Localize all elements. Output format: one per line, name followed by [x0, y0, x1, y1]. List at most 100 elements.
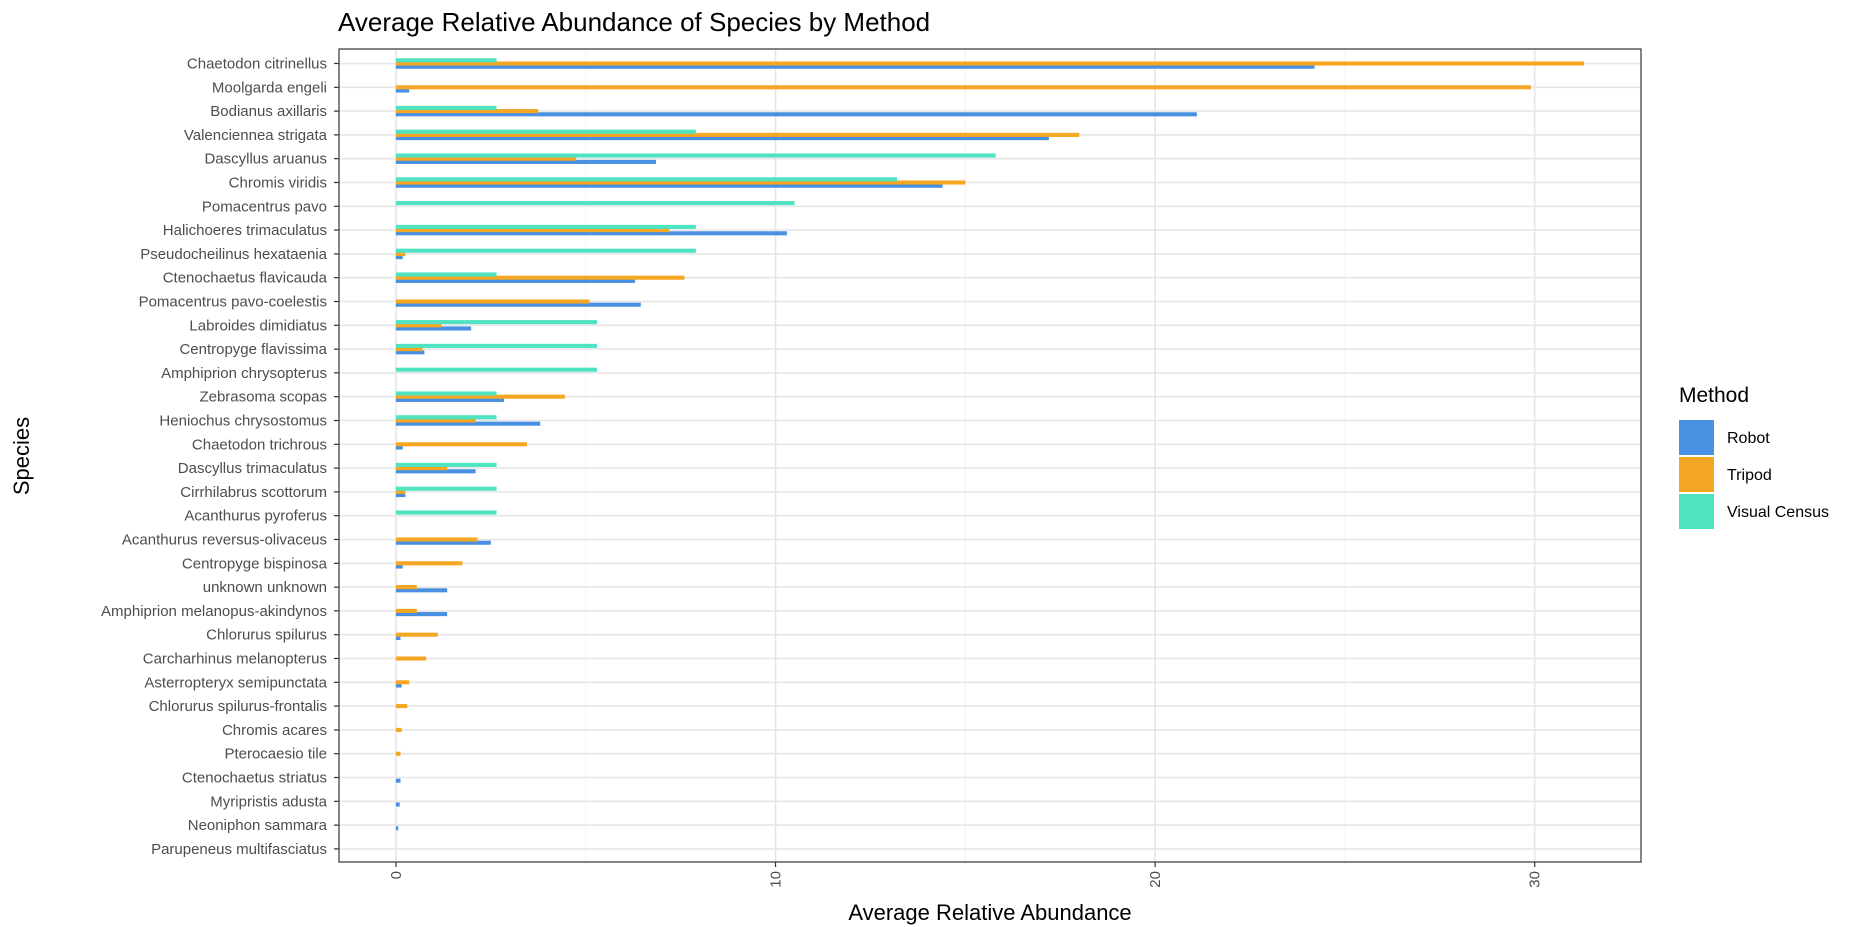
bar-robot: [395, 588, 448, 593]
y-tick-label: Cirrhilabrus scottorum: [180, 484, 327, 501]
y-axis-title: Species: [9, 417, 34, 495]
bar-robot: [395, 255, 403, 260]
legend-label: Tripod: [1727, 467, 1772, 484]
panel-border: [338, 48, 1642, 863]
bar-robot: [395, 683, 402, 688]
y-tick-label: Valenciennea strigata: [184, 127, 328, 144]
bar-tripod: [395, 156, 577, 161]
bar-tripod: [395, 466, 448, 471]
y-tick-label: Pseudocheilinus hexataenia: [140, 246, 327, 263]
bar-tripod: [395, 394, 565, 399]
y-tick-label: Ctenochaetus striatus: [182, 770, 327, 787]
bar-visual-census: [395, 129, 696, 134]
y-tick-label: Chromis viridis: [229, 175, 327, 192]
panel-background: [339, 49, 1641, 862]
bar-tripod: [395, 608, 417, 613]
bar-robot: [395, 540, 491, 545]
y-tick-label: Carcharhinus melanopterus: [143, 651, 327, 668]
y-tick-label: Pomacentrus pavo-coelestis: [139, 294, 327, 311]
bar-visual-census: [395, 367, 598, 372]
bar-robot: [395, 826, 399, 831]
y-tick-label: unknown unknown: [203, 579, 327, 596]
bar-tripod: [395, 109, 539, 114]
y-tick-label: Chlorurus spilurus-frontalis: [149, 698, 327, 715]
bar-robot: [395, 350, 425, 355]
bar-visual-census: [395, 391, 497, 396]
bar-tripod: [395, 561, 463, 566]
bar-tripod: [395, 347, 423, 352]
bar-tripod: [395, 251, 406, 256]
x-tick-label: 0: [388, 871, 405, 879]
bar-visual-census: [395, 343, 598, 348]
bar-tripod: [395, 299, 590, 304]
bar-robot: [395, 397, 505, 402]
bar-tripod: [395, 85, 1531, 90]
y-tick-label: Pterocaesio tile: [224, 746, 327, 763]
bar-robot: [395, 778, 401, 783]
bar-robot: [395, 136, 1049, 141]
bar-robot: [395, 612, 448, 617]
y-tick-label: Asterropteryx semipunctata: [144, 674, 327, 691]
bar-tripod: [395, 632, 438, 637]
y-tick-label: Amphiprion melanopus-akindynos: [101, 603, 327, 620]
bar-tripod: [395, 61, 1585, 66]
x-tick-label: 20: [1147, 871, 1164, 888]
bar-robot: [395, 159, 656, 164]
legend: Method Robot Tripod Visual Census: [1679, 384, 1829, 529]
bar-tripod: [395, 275, 685, 280]
bar-tripod: [395, 489, 406, 494]
plot-panel: [339, 49, 1641, 862]
bar-visual-census: [395, 510, 497, 515]
legend-swatch: [1679, 494, 1714, 529]
legend-label: Visual Census: [1727, 504, 1829, 521]
y-tick-label: Chaetodon citrinellus: [187, 56, 327, 73]
legend-label: Robot: [1727, 430, 1770, 447]
bar-tripod: [395, 537, 478, 542]
bar-robot: [395, 183, 943, 188]
y-tick-label: Acanthurus pyroferus: [184, 508, 327, 525]
bar-visual-census: [395, 177, 897, 182]
bar-robot: [395, 231, 787, 236]
y-tick-label: Centropyge bispinosa: [182, 555, 328, 572]
bar-visual-census: [395, 224, 696, 229]
bar-robot: [395, 112, 1197, 117]
bar-robot: [395, 564, 403, 569]
bar-tripod: [395, 132, 1080, 137]
y-tick-label: Pomacentrus pavo: [202, 198, 327, 215]
bar-visual-census: [395, 486, 497, 491]
y-tick-label: Myripristis adusta: [210, 793, 327, 810]
y-tick-label: Centropyge flavissima: [179, 341, 327, 358]
y-tick-label: Chromis acares: [222, 722, 327, 739]
x-tick-label: 30: [1527, 871, 1544, 888]
bar-tripod: [395, 704, 408, 709]
bar-visual-census: [395, 272, 497, 277]
y-tick-label: Dascyllus trimaculatus: [178, 460, 327, 477]
x-axis-title: Average Relative Abundance: [848, 900, 1131, 925]
bar-tripod: [395, 656, 427, 661]
bar-tripod: [395, 585, 417, 590]
bar-robot: [395, 493, 406, 498]
bar-visual-census: [395, 58, 497, 63]
y-tick-label: Bodianus axillaris: [210, 103, 327, 120]
bar-tripod: [395, 680, 410, 685]
bar-tripod: [395, 727, 402, 732]
bar-robot: [395, 802, 400, 807]
bar-visual-census: [395, 415, 497, 420]
x-tick-label: 10: [768, 871, 785, 888]
bar-visual-census: [395, 248, 696, 253]
bar-robot: [395, 64, 1315, 69]
bar-tripod: [395, 418, 476, 423]
bar-robot: [395, 421, 541, 426]
bar-robot: [395, 326, 472, 331]
y-tick-label: Acanthurus reversus-olivaceus: [122, 532, 327, 549]
bar-visual-census: [395, 320, 598, 325]
bar-robot: [395, 88, 410, 93]
y-tick-label: Neoniphon sammara: [188, 817, 328, 834]
bar-visual-census: [395, 462, 497, 467]
y-tick-label: Amphiprion chrysopterus: [161, 365, 327, 382]
y-tick-label: Parupeneus multifasciatus: [151, 841, 327, 858]
bar-visual-census: [395, 153, 996, 158]
legend-swatch: [1679, 420, 1714, 455]
y-tick-label: Ctenochaetus flavicauda: [163, 270, 328, 287]
